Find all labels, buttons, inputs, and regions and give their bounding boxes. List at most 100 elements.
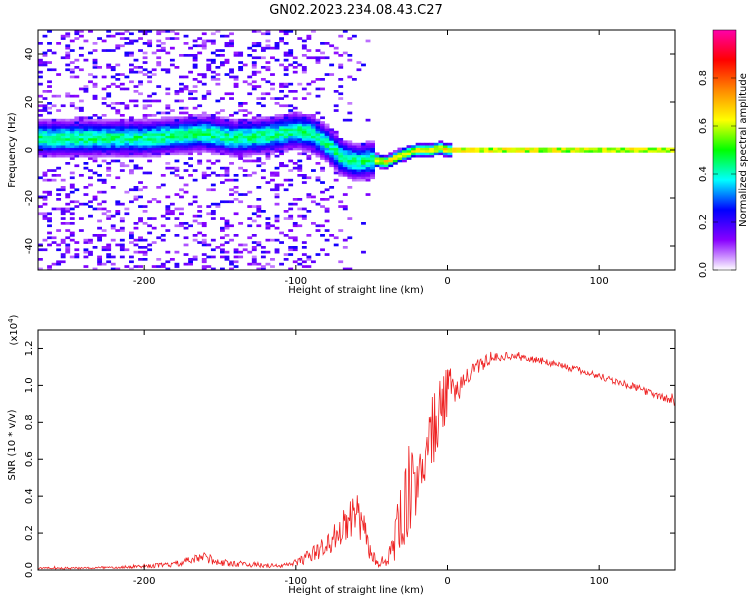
spectrogram-cell — [115, 123, 121, 127]
spectrogram-cell — [347, 145, 353, 148]
spectrogram-cell — [274, 116, 280, 120]
spectrogram-cell — [283, 94, 289, 98]
spectrogram-cell — [83, 85, 89, 88]
spectrogram-cell — [65, 54, 71, 57]
spectrogram-cell — [552, 147, 557, 151]
spectrogram-cell — [60, 135, 66, 139]
spectrogram-cell — [42, 109, 48, 112]
spectrogram-cell — [361, 142, 366, 146]
spectrogram-cell — [183, 34, 189, 38]
spectrogram-cell — [169, 210, 175, 213]
spectrogram-cell — [47, 121, 52, 124]
spectrogram-cell — [292, 121, 298, 124]
spectrogram-cell — [233, 186, 239, 189]
spectrogram-cell — [47, 85, 52, 88]
snr-y-tick-label: 0.0 — [24, 562, 35, 578]
spectrogram-cell — [224, 34, 230, 38]
spectrogram-y-label: Frequency (Hz) — [7, 112, 18, 188]
spectrogram-cell — [333, 178, 339, 182]
spectrogram-cell — [370, 164, 375, 168]
spectrogram-cell — [265, 80, 271, 84]
spectrogram-cell — [160, 116, 166, 120]
spectrogram-cell — [529, 150, 535, 153]
spectrogram-cell — [251, 130, 257, 134]
spectrogram-cell — [119, 147, 125, 151]
spectrogram-cell — [147, 133, 153, 136]
spectrogram-cell — [92, 85, 98, 88]
spectrogram-cell — [197, 222, 203, 225]
spectrogram-cell — [101, 229, 107, 232]
spectrogram-cell — [233, 174, 239, 177]
spectrogram-cell — [624, 150, 630, 153]
spectrogram-cell — [119, 135, 125, 139]
spectrogram-cell — [133, 135, 139, 139]
spectrogram-cell — [274, 183, 280, 187]
spectrogram-cell — [69, 157, 75, 160]
spectrogram-cell — [438, 145, 444, 148]
spectrogram-cell — [251, 49, 257, 52]
spectrogram-cell — [97, 130, 102, 134]
spectrogram-cell — [151, 150, 157, 153]
spectrogram-cell — [206, 63, 212, 67]
spectrogram-cell — [160, 238, 166, 242]
spectrogram-cell — [320, 157, 325, 160]
spectrogram-cell — [38, 140, 43, 144]
spectrogram-cell — [165, 118, 171, 122]
spectrogram-cell — [306, 130, 312, 134]
spectrogram-cell — [51, 104, 57, 108]
spectrogram-cell — [197, 116, 203, 120]
spectrogram-cell — [174, 207, 180, 211]
spectrogram-cell — [78, 150, 84, 153]
spectrogram-cell — [165, 116, 171, 120]
spectrogram-cell — [238, 193, 244, 196]
spectrogram-cell — [183, 42, 189, 45]
spectrogram-cell — [142, 30, 148, 33]
spectrogram-cell — [306, 135, 312, 139]
spectrogram-cell — [133, 164, 139, 168]
spectrogram-cell — [270, 133, 275, 136]
spectrogram-cell — [206, 121, 212, 124]
spectrogram-cell — [279, 142, 284, 146]
spectrogram-cell — [251, 142, 257, 146]
spectrogram-cell — [315, 135, 321, 139]
spectrogram-cell — [247, 46, 253, 50]
spectrogram-cell — [238, 61, 244, 64]
spectrogram-cell — [206, 126, 212, 129]
spectrogram-cell — [106, 154, 112, 158]
spectrogram-cell — [69, 126, 75, 129]
spectrogram-cell — [42, 123, 48, 127]
spectrogram-cell — [629, 150, 635, 153]
spectrogram-cell — [38, 82, 43, 86]
spectrogram-cell — [74, 66, 80, 69]
spectrogram-cell — [56, 138, 62, 141]
spectrogram-cell — [283, 114, 289, 117]
spectrogram-cell — [142, 253, 148, 256]
colorbar-tick-label: 0.6 — [698, 118, 709, 134]
spectrogram-cell — [210, 114, 216, 117]
spectrogram-cell — [133, 66, 139, 69]
spectrogram-cell — [238, 222, 244, 225]
spectrogram-cell — [229, 140, 234, 144]
spectrogram-cell — [60, 152, 66, 156]
spectrogram-cell — [124, 212, 130, 216]
spectrogram-cell — [69, 140, 75, 144]
spectrogram-cell — [379, 159, 385, 163]
spectrogram-cell — [147, 42, 153, 45]
spectrogram-cell — [315, 126, 321, 129]
spectrogram-cell — [320, 87, 325, 91]
spectrogram-cell — [47, 126, 52, 129]
spectrogram-cell — [274, 186, 280, 189]
spectrogram-cell — [220, 49, 225, 52]
spectrogram-cell — [315, 56, 321, 60]
spectrogram-cell — [147, 123, 153, 127]
spectrogram-cell — [338, 169, 344, 172]
spectrogram-cell — [83, 130, 89, 134]
spectrogram-cell — [311, 138, 316, 141]
spectrogram-cell — [119, 243, 125, 247]
spectrogram-cell — [365, 147, 371, 151]
spectrogram-cell — [288, 138, 294, 141]
spectrogram-cell — [38, 109, 43, 112]
spectrogram-cell — [342, 267, 348, 270]
spectrogram-cell — [147, 121, 153, 124]
spectrogram-cell — [347, 174, 353, 177]
